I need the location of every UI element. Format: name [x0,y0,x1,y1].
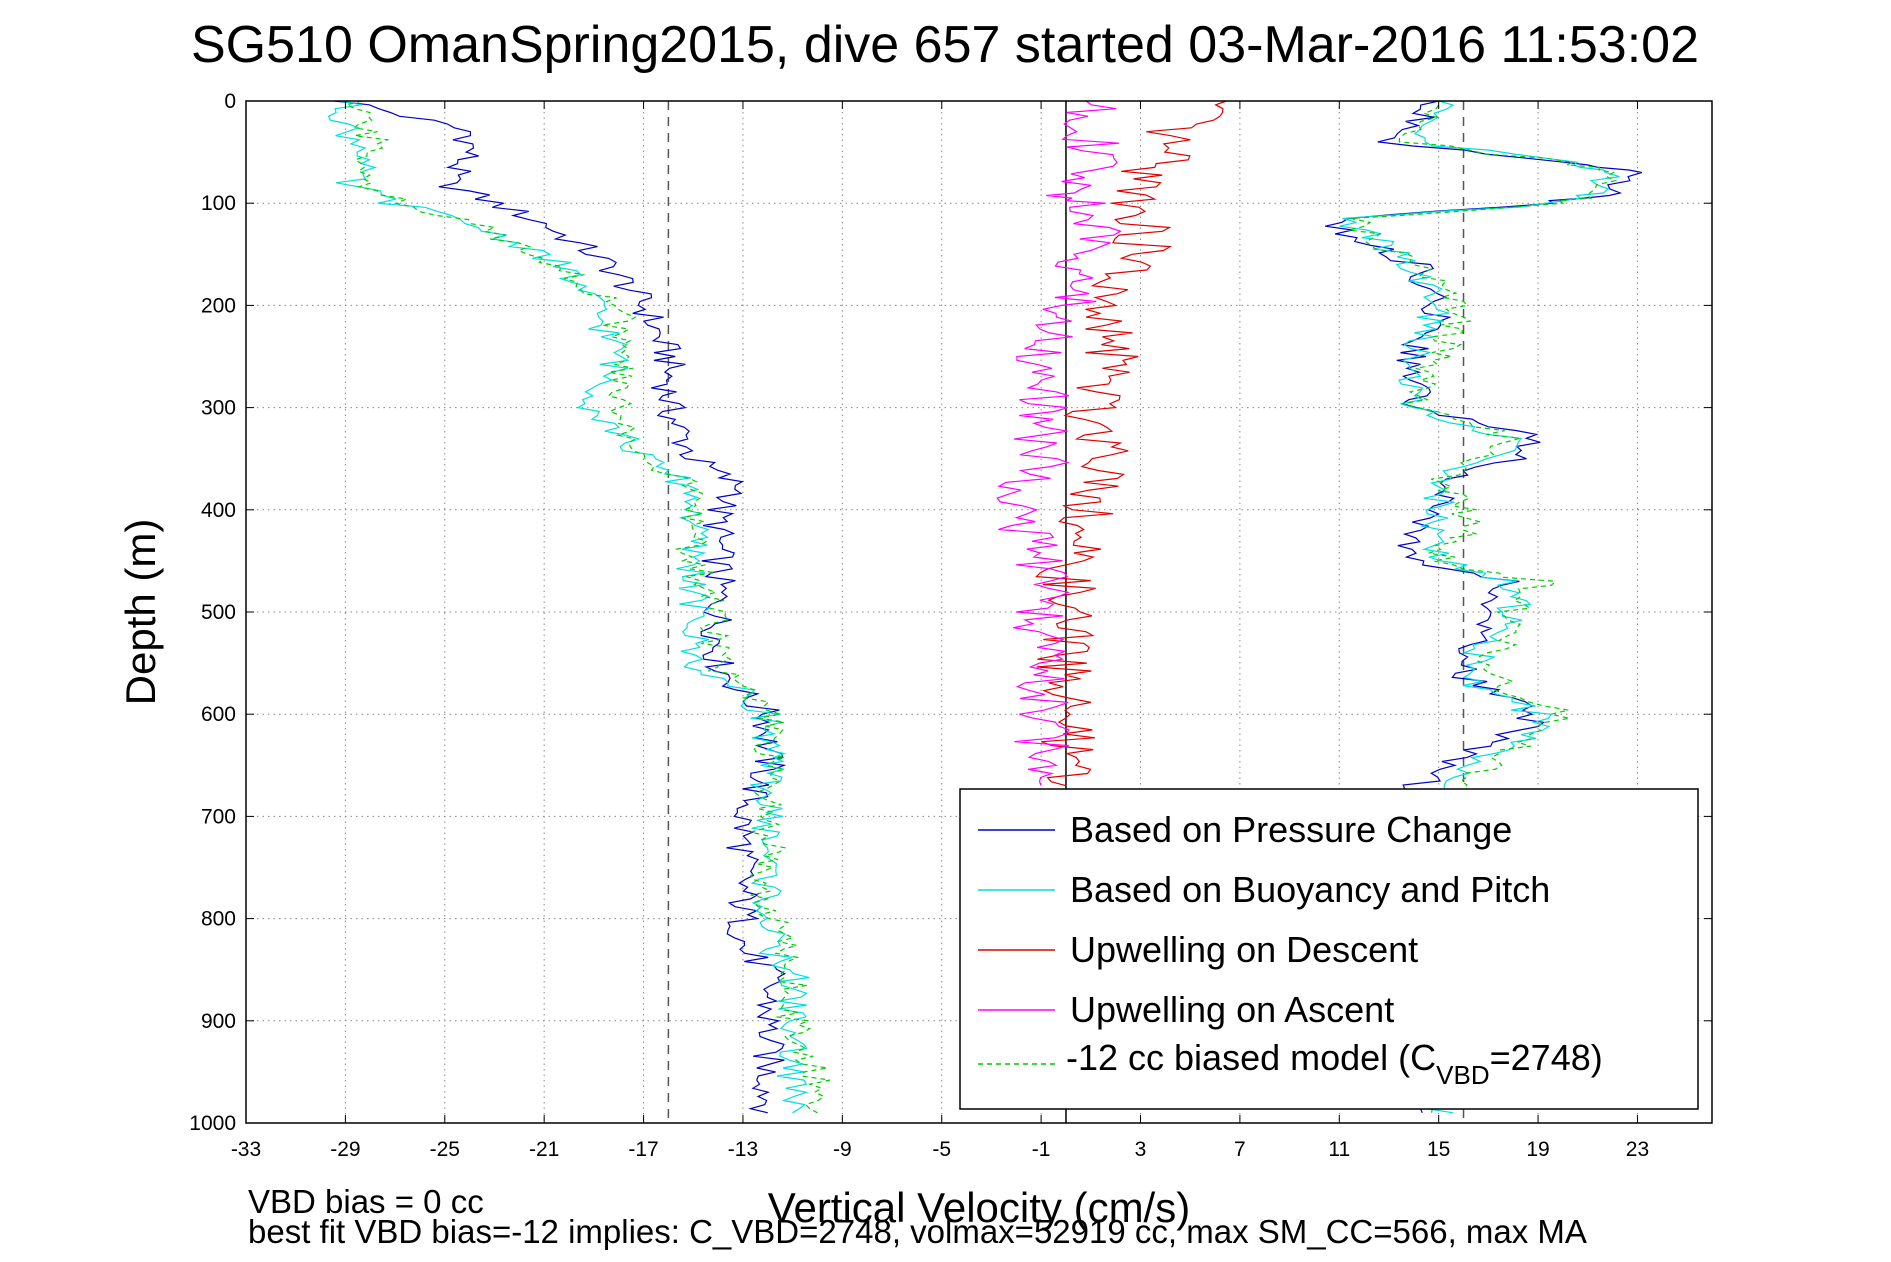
y-tick-label: 100 [201,192,236,215]
legend-box [959,788,1699,1110]
y-tick-label: 1000 [189,1112,236,1135]
x-tick-label: 3 [1135,1138,1147,1161]
y-tick-label: 900 [201,1010,236,1033]
series-upwelling-on-ascent [996,100,1122,786]
legend: Based on Pressure Change Based on Buoyan… [959,788,1699,1110]
x-tick-label: 23 [1626,1138,1649,1161]
series-line-upwelling-on-descent-profile [1035,100,1227,787]
y-tick-label: 300 [201,397,236,420]
y-tick-label: 0 [224,90,236,113]
series-line-upwelling-on-ascent-profile [996,100,1122,786]
x-axis-ticks: -33 -29 -25 -21 -17 -13 -9 -5 -1 3 7 11 15 19 23 [231,101,1649,1161]
legend-label-upwelling-ascent: Upwelling on Ascent [1070,989,1394,1030]
x-tick-label: -13 [728,1138,758,1161]
y-axis-ticks: 0 100 200 300 400 500 600 700 800 900 1000 [189,90,1712,1135]
x-tick-label: -21 [529,1138,559,1161]
y-axis-label: Depth (m) [117,519,164,706]
x-tick-label: -25 [430,1138,460,1161]
x-tick-label: -17 [628,1138,658,1161]
footnote-vbd-bias: VBD bias = 0 cc [248,1183,484,1220]
x-tick-label: 19 [1526,1138,1549,1161]
chart-title: SG510 OmanSpring2015, dive 657 started 0… [191,16,1699,74]
x-tick-label: 11 [1328,1138,1350,1161]
x-tick-label: -5 [932,1138,951,1161]
legend-label-pressure: Based on Pressure Change [1070,809,1512,850]
legend-label-buoyancy: Based on Buoyancy and Pitch [1070,869,1550,910]
y-tick-label: 600 [201,703,236,726]
series-upwelling-on-descent [1035,100,1227,787]
x-tick-label: -1 [1032,1138,1051,1161]
x-tick-label: 7 [1234,1138,1246,1161]
footnote-best-fit: best fit VBD bias=-12 implies: C_VBD=274… [248,1213,1587,1250]
y-tick-label: 400 [201,499,236,522]
series-line-based-on-pressure-change-descent [334,100,787,1114]
legend-label-upwelling-descent: Upwelling on Descent [1070,929,1418,970]
y-tick-label: 500 [201,601,236,624]
series-line-12-cc-biased-model-c-vbd-2748-descent [345,100,831,1114]
x-tick-label: -9 [833,1138,852,1161]
x-axis-label: Vertical Velocity (cm/s) [768,1184,1190,1231]
x-tick-label: 15 [1427,1138,1450,1161]
y-tick-label: 800 [201,908,236,931]
series-line-12-cc-biased-model-c-vbd-2748-ascent [1349,100,1618,1113]
series-12-cc-biased-model-c-vbd-2748 [345,100,1618,1114]
x-tick-label: -29 [330,1138,360,1161]
y-tick-label: 200 [201,294,236,317]
x-tick-label: -33 [231,1138,261,1161]
legend-label-biased-model: -12 cc biased model (CVBD=2748) [1066,1037,1603,1090]
y-tick-label: 700 [201,805,236,828]
